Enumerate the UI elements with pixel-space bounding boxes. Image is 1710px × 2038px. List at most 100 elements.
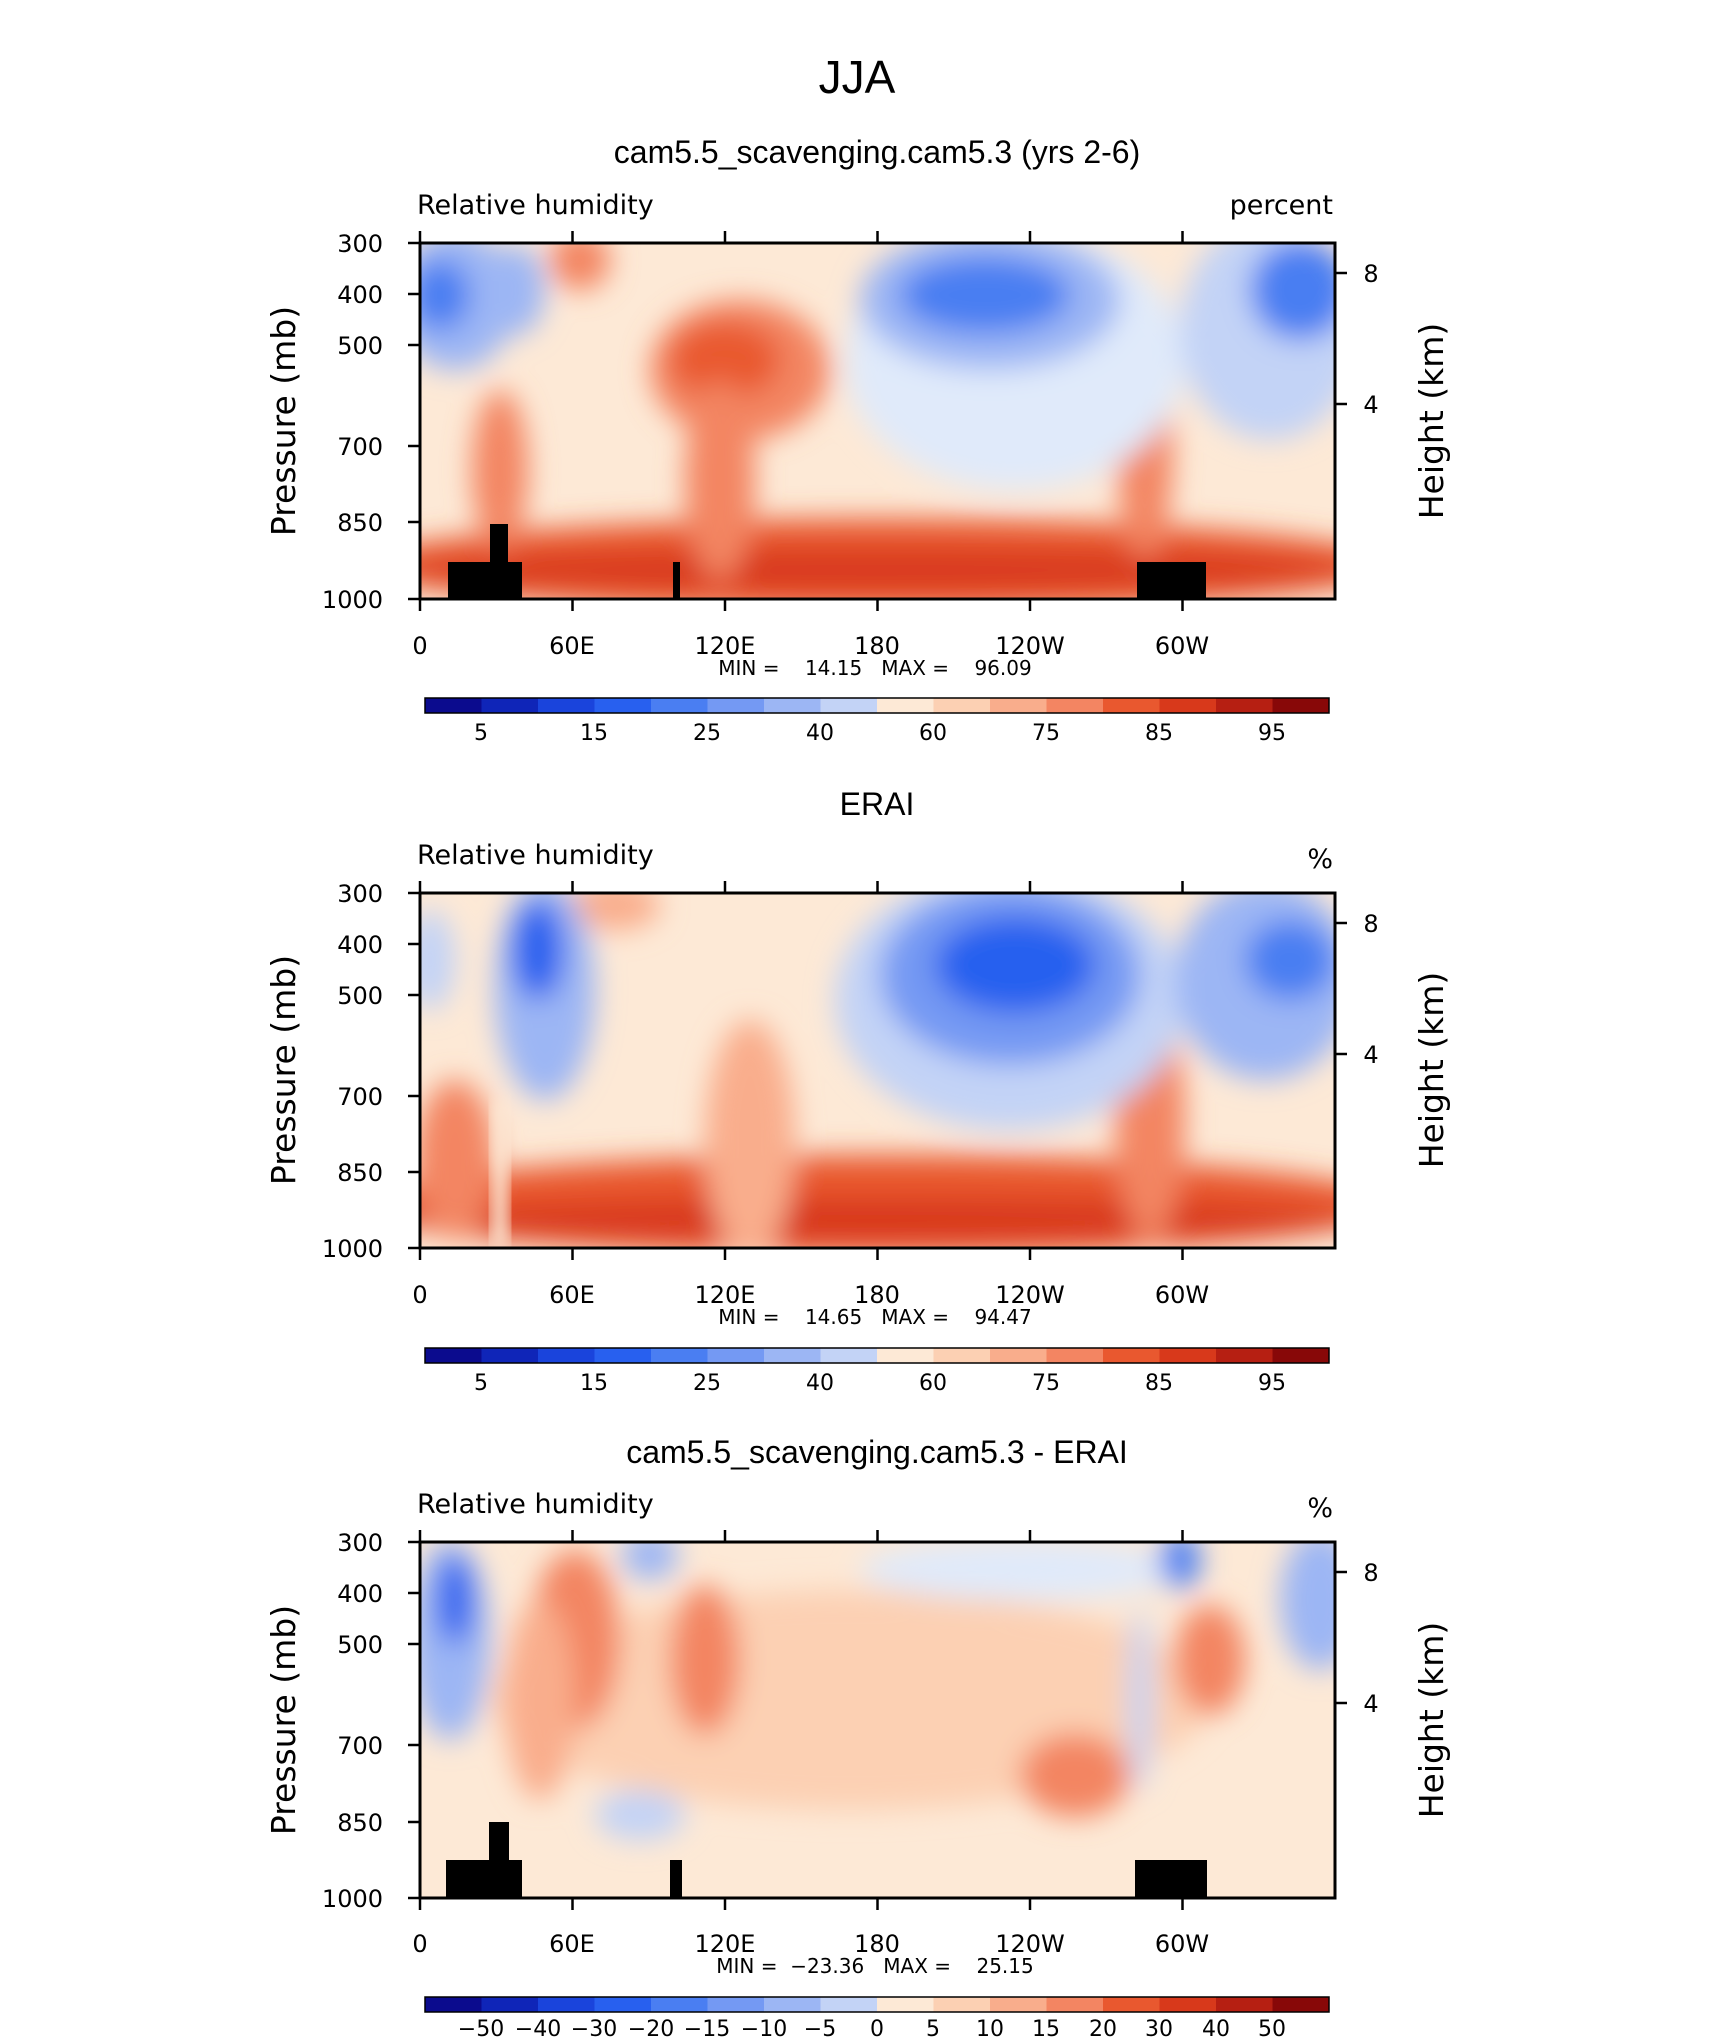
negative-indian-low <box>595 1790 685 1840</box>
colorbar-box <box>707 698 764 713</box>
colorbar-label: −40 <box>515 2017 561 2038</box>
y-tick-label: 700 <box>337 1083 383 1111</box>
y-tick-label: 850 <box>337 1809 383 1837</box>
colorbar-label: −15 <box>684 2017 730 2038</box>
colorbar-box <box>481 1997 538 2012</box>
colorbar-label: 0 <box>870 2017 884 2038</box>
colorbar-label: 85 <box>1145 721 1173 746</box>
moist-band-core <box>420 1198 1335 1242</box>
moist-top-60e <box>550 243 610 290</box>
y2-axis-title: Height (km) <box>1412 1622 1451 1819</box>
colorbar-label: −50 <box>458 2017 504 2038</box>
dry-atlantic-core <box>1245 920 1335 1000</box>
x-tick-label: 120E <box>695 1930 756 1958</box>
y-tick-label: 400 <box>337 281 383 309</box>
colorbar-box <box>1046 1348 1103 1363</box>
topo-andes <box>1135 1860 1207 1898</box>
moist-band-core <box>420 550 1335 590</box>
colorbar-box <box>820 698 877 713</box>
x-axis: 0 60E 120E 180 120W 60W <box>412 231 1209 660</box>
colorbar: 5 15 25 40 60 75 85 95 <box>424 1347 1330 1396</box>
y2-tick-label: 4 <box>1363 1041 1378 1069</box>
units-label: percent <box>1230 190 1333 221</box>
colorbar-box <box>538 1348 595 1363</box>
colorbar-box <box>764 1997 821 2012</box>
y-tick-label: 500 <box>337 332 383 360</box>
contour-field <box>420 243 1335 599</box>
panel-title: cam5.5_scavenging.cam5.3 (yrs 2-6) <box>614 134 1140 170</box>
positive-pacific-low <box>1020 1733 1130 1817</box>
x-tick-label: 0 <box>412 632 427 660</box>
contour-field <box>420 1542 1335 1898</box>
x-axis: 0 60E 120E 180 120W 60W <box>412 881 1209 1309</box>
colorbar-box <box>764 1348 821 1363</box>
positive-120e <box>670 1585 740 1735</box>
colorbar-box <box>820 1348 877 1363</box>
colorbar-label: 15 <box>580 1371 608 1396</box>
topo-africa <box>448 562 522 599</box>
colorbar-box <box>651 1348 708 1363</box>
colorbar-box <box>1046 1997 1103 2012</box>
colorbar: −50 −40 −30 −20 −15 −10 −5 0 5 10 15 20 … <box>424 1996 1330 2038</box>
colorbar-box <box>1272 1348 1329 1363</box>
y-axis-title: Pressure (mb) <box>264 955 303 1185</box>
colorbar-box <box>538 1997 595 2012</box>
panel-observations: ERAI Relative humidity % <box>264 786 1451 1396</box>
y-tick-label: 1000 <box>322 1885 383 1913</box>
x-tick-label: 120W <box>995 1281 1065 1309</box>
colorbar-label: 95 <box>1258 721 1286 746</box>
min-max-stats: MIN = −23.36 MAX = 25.15 <box>716 1954 1033 1978</box>
colorbar-box <box>425 698 482 713</box>
colorbar-box <box>481 698 538 713</box>
y2-tick-label: 8 <box>1363 260 1378 288</box>
colorbar-box <box>990 698 1047 713</box>
topo-tibet <box>670 1860 682 1898</box>
colorbar-label: 5 <box>474 721 488 746</box>
y-tick-label: 400 <box>337 931 383 959</box>
panel-difference: cam5.5_scavenging.cam5.3 - ERAI Relative… <box>264 1434 1451 2038</box>
y2-tick-label: 8 <box>1363 910 1378 938</box>
y2-tick-label: 4 <box>1363 391 1378 419</box>
colorbar-box <box>877 698 934 713</box>
topo-africa <box>446 1860 522 1898</box>
x-tick-label: 0 <box>412 1281 427 1309</box>
colorbar-label: 60 <box>919 721 947 746</box>
y-tick-label: 1000 <box>322 1235 383 1263</box>
topo-andes <box>1137 562 1206 599</box>
colorbar-box <box>820 1997 877 2012</box>
y-axis: 300 400 500 700 850 1000 Pressure (mb) <box>264 1529 420 1913</box>
colorbar-label: 5 <box>474 1371 488 1396</box>
colorbar-label: −10 <box>741 2017 787 2038</box>
colorbar-box <box>1159 1997 1216 2012</box>
topography-mask <box>446 1822 1207 1898</box>
dry-west-edge <box>420 910 455 1010</box>
positive-atlantic <box>1175 1605 1245 1715</box>
x-tick-label: 180 <box>854 1930 900 1958</box>
y-axis: 300 400 500 700 850 1000 Pressure (mb) <box>264 880 420 1263</box>
colorbar-box <box>707 1997 764 2012</box>
dry-gap-africa <box>492 1100 508 1248</box>
colorbar-label: −20 <box>628 2017 674 2038</box>
y-tick-label: 300 <box>337 880 383 908</box>
y2-axis-title: Height (km) <box>1412 323 1451 520</box>
dry-west-core <box>420 260 470 330</box>
colorbar-box <box>877 1348 934 1363</box>
y-tick-label: 850 <box>337 509 383 537</box>
colorbar-label: 95 <box>1258 1371 1286 1396</box>
moist-column-west <box>420 1080 495 1240</box>
colorbar-box <box>707 1348 764 1363</box>
x-tick-label: 0 <box>412 1930 427 1958</box>
y-tick-label: 850 <box>337 1159 383 1187</box>
y-axis-title: Pressure (mb) <box>264 306 303 536</box>
x-tick-label: 60E <box>549 632 595 660</box>
x-tick-label: 60W <box>1155 632 1209 660</box>
x-tick-label: 120W <box>995 632 1065 660</box>
colorbar-box <box>538 698 595 713</box>
colorbar-box <box>764 698 821 713</box>
negative-east-edge <box>1280 1542 1335 1670</box>
colorbar-label: −30 <box>571 2017 617 2038</box>
min-max-stats: MIN = 14.65 MAX = 94.47 <box>718 1305 1031 1329</box>
moist-top-60e <box>570 893 660 930</box>
colorbar-label: 85 <box>1145 1371 1173 1396</box>
